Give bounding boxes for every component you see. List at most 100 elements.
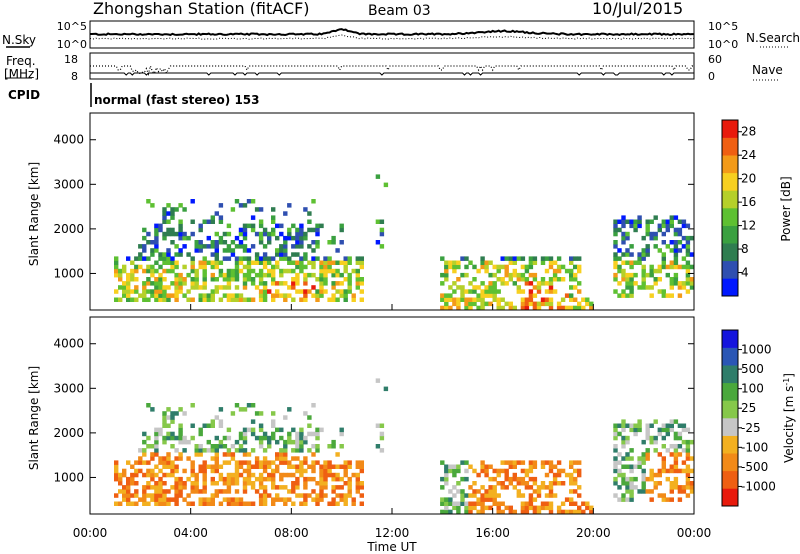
power-cell: [335, 268, 340, 274]
velocity-cell: [641, 456, 646, 461]
velocity-cell: [528, 505, 534, 511]
nsky-series-line: [90, 28, 694, 37]
velocity-cell: [464, 460, 469, 465]
velocity-cell: [480, 509, 485, 515]
colorbar-tick-label: -500: [741, 460, 768, 474]
nave-tick-top: 60: [708, 53, 722, 66]
velocity-cell: [146, 444, 151, 449]
velocity-cell: [287, 407, 292, 412]
power-cell: [556, 268, 562, 274]
velocity-cell: [613, 431, 618, 437]
velocity-cell: [295, 481, 300, 486]
velocity-cell: [267, 464, 272, 469]
power-cell: [162, 293, 167, 298]
power-cell: [283, 244, 288, 249]
power-cell: [685, 281, 691, 286]
power-cell: [214, 211, 219, 216]
velocity-cell: [295, 444, 300, 449]
power-cell: [287, 235, 292, 241]
power-cell: [126, 289, 131, 294]
velocity-cell: [202, 485, 207, 490]
velocity-cell: [287, 435, 292, 441]
velocity-cell: [142, 452, 147, 457]
velocity-cell: [202, 497, 207, 502]
velocity-cell: [673, 485, 679, 490]
colorbar-tick-label: 500: [741, 362, 764, 376]
power-cell: [150, 289, 155, 294]
velocity-cell: [170, 472, 175, 478]
power-cell: [182, 293, 187, 298]
velocity-cell: [569, 501, 574, 506]
velocity-cell: [218, 501, 224, 506]
power-cell: [375, 174, 381, 179]
power-cell: [267, 235, 272, 241]
velocity-cell: [234, 464, 240, 469]
velocity-cell: [299, 464, 304, 469]
velocity-cell: [283, 497, 288, 502]
power-cell: [114, 264, 119, 270]
velocity-cell: [158, 481, 163, 486]
velocity-cell: [303, 435, 308, 441]
velocity-cell: [520, 460, 526, 465]
power-cell: [681, 285, 687, 290]
velocity-cell: [295, 456, 300, 461]
velocity-cell: [569, 481, 574, 486]
power-cell: [162, 277, 167, 282]
power-cell: [532, 293, 538, 298]
power-cell: [262, 293, 268, 298]
velocity-cell: [250, 403, 256, 408]
velocity-cell: [685, 456, 691, 461]
velocity-cell: [452, 505, 457, 511]
velocity-cell: [242, 468, 248, 474]
power-cell: [347, 281, 352, 286]
velocity-cell: [629, 468, 634, 474]
power-cell: [669, 248, 674, 253]
power-cell: [520, 305, 526, 311]
velocity-cell: [500, 460, 505, 465]
power-cell: [560, 297, 566, 302]
power-cell: [520, 277, 526, 282]
velocity-cell: [166, 501, 171, 506]
velocity-cell: [222, 452, 228, 457]
power-cell: [291, 244, 296, 249]
y-tick-label: 4000: [53, 133, 84, 147]
velocity-cell: [214, 489, 219, 494]
power-cell: [303, 272, 308, 278]
power-cell: [262, 231, 268, 237]
velocity-cell: [114, 464, 119, 469]
velocity-cell: [641, 476, 646, 482]
velocity-cell: [311, 460, 316, 465]
power-cell: [226, 268, 232, 274]
velocity-cell: [146, 472, 151, 478]
velocity-cell: [158, 456, 163, 461]
velocity-cell: [210, 456, 215, 461]
velocity-cell: [275, 464, 280, 469]
power-cell: [460, 272, 465, 278]
power-cell: [142, 268, 147, 274]
velocity-cell: [146, 493, 151, 498]
colorbar-swatch: [722, 225, 738, 244]
power-cell: [488, 281, 493, 286]
velocity-cell: [190, 481, 195, 486]
power-cell: [218, 235, 224, 241]
power-cell: [625, 281, 630, 286]
power-cell: [633, 260, 638, 265]
power-cell: [569, 293, 574, 298]
power-cell: [448, 264, 453, 270]
velocity-cell: [657, 452, 662, 457]
power-cell: [222, 231, 228, 237]
power-cell: [194, 240, 199, 245]
nave-label: Nave: [752, 63, 783, 77]
power-cell: [287, 268, 292, 274]
velocity-cell: [629, 485, 634, 490]
velocity-cell: [444, 464, 449, 469]
power-cell: [279, 293, 284, 298]
power-cell: [673, 227, 679, 233]
power-cell: [512, 268, 517, 274]
power-cell: [621, 268, 626, 274]
velocity-cell: [319, 481, 324, 486]
power-cell: [166, 268, 171, 274]
velocity-cell: [452, 464, 457, 469]
velocity-cell: [689, 439, 695, 445]
freq-panel: 18 8 60 0: [6, 52, 778, 83]
